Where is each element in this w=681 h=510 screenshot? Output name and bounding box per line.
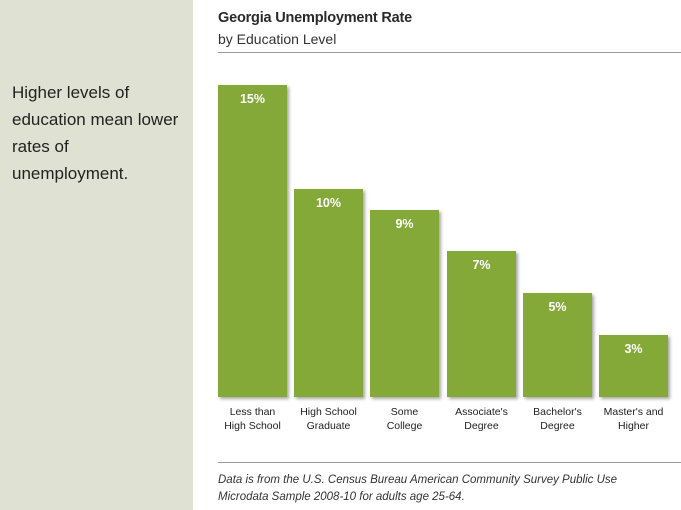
- bar-value-label: 3%: [624, 342, 643, 356]
- category-label: Master's and Higher: [603, 406, 664, 432]
- title-divider: [218, 52, 681, 53]
- bar: [523, 293, 592, 397]
- chart-subtitle: by Education Level: [218, 31, 337, 47]
- bar: [599, 335, 668, 397]
- source-note: Data is from the U.S. Census Bureau Amer…: [218, 474, 618, 503]
- sidebar-panel: Higher levels of education mean lower ra…: [0, 0, 193, 510]
- bar: [294, 189, 363, 397]
- bar: [370, 210, 439, 397]
- chart-title: Georgia Unemployment Rate: [218, 10, 413, 26]
- footer-divider: [218, 462, 681, 463]
- bar: [218, 85, 287, 397]
- category-label: Some College: [386, 406, 423, 432]
- category-label: Less than High School: [224, 406, 281, 432]
- category-label: High School Graduate: [300, 406, 357, 432]
- bar-value-label: 5%: [548, 300, 567, 314]
- bar: [447, 251, 516, 397]
- bar-value-label: 15%: [239, 92, 266, 106]
- bar-value-label: 7%: [472, 258, 491, 272]
- bar-value-label: 10%: [315, 196, 342, 210]
- category-label: Associate's Degree: [455, 406, 508, 432]
- sidebar-message: Higher levels of education mean lower ra…: [12, 83, 179, 183]
- category-label: Bachelor's Degree: [533, 406, 582, 432]
- bar-value-label: 9%: [395, 217, 414, 231]
